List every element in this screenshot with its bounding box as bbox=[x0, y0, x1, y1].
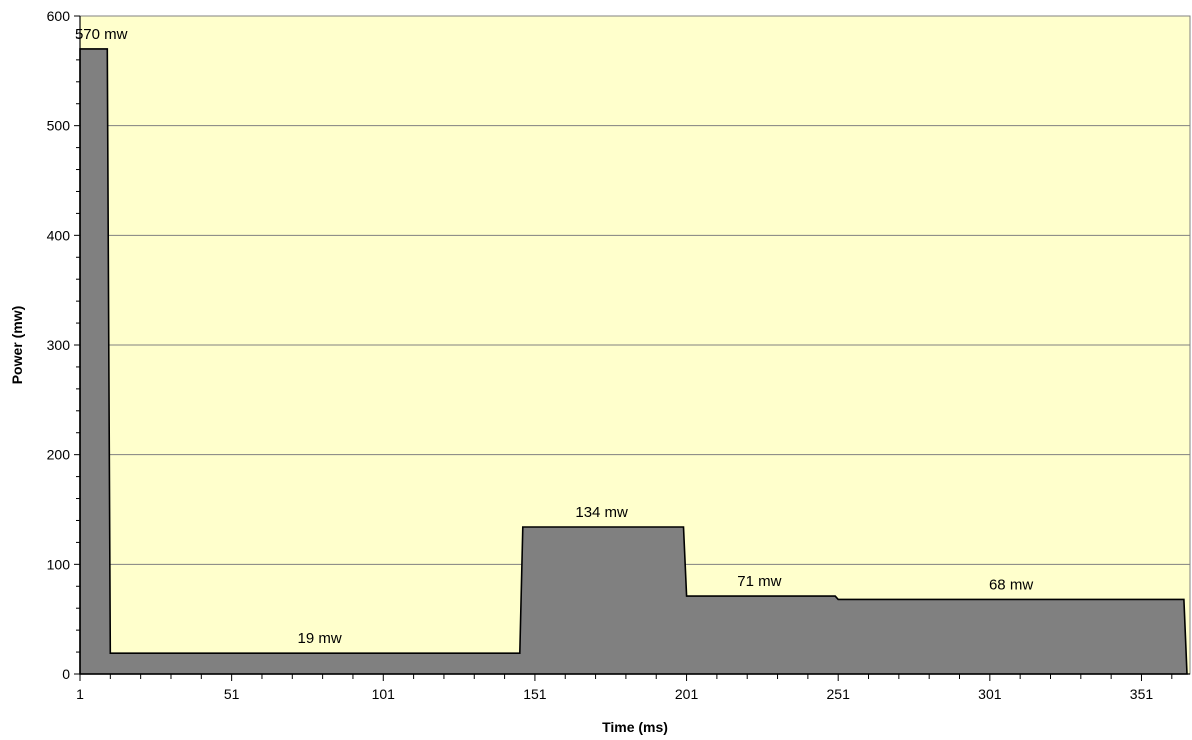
axes bbox=[74, 15, 1190, 681]
data-labels: 570 mw 19 mw 134 mw 71 mw 68 mw bbox=[75, 26, 1033, 647]
data-label-2: 134 mw bbox=[575, 504, 628, 521]
x-tick-label-151: 151 bbox=[523, 686, 547, 702]
x-tick-labels: 1 51 101 151 201 251 301 351 bbox=[76, 686, 1153, 702]
x-tick-label-101: 101 bbox=[372, 686, 396, 702]
x-tick-label-51: 51 bbox=[224, 686, 240, 702]
y-tick-label-300: 300 bbox=[47, 337, 71, 353]
data-label-0: 570 mw bbox=[75, 26, 128, 43]
y-tick-label-500: 500 bbox=[47, 118, 71, 134]
x-tick-label-251: 251 bbox=[827, 686, 851, 702]
y-tick-labels: 0 100 200 300 400 500 600 bbox=[47, 8, 71, 682]
y-tick-label-100: 100 bbox=[47, 556, 71, 572]
y-tick-label-0: 0 bbox=[62, 666, 70, 682]
y-tick-label-200: 200 bbox=[47, 447, 71, 463]
y-tick-label-400: 400 bbox=[47, 227, 71, 243]
x-axis-title: Time (ms) bbox=[602, 719, 668, 735]
gridlines bbox=[80, 15, 1190, 565]
power-area-series bbox=[79, 48, 1188, 675]
y-tick-label-600: 600 bbox=[47, 8, 71, 24]
data-label-1: 19 mw bbox=[297, 630, 341, 647]
x-tick-label-1: 1 bbox=[76, 686, 84, 702]
x-tick-label-301: 301 bbox=[978, 686, 1002, 702]
x-tick-label-201: 201 bbox=[675, 686, 699, 702]
data-label-4: 68 mw bbox=[989, 576, 1033, 593]
y-axis-title: Power (mw) bbox=[9, 306, 25, 385]
data-label-3: 71 mw bbox=[737, 573, 781, 590]
x-tick-label-351: 351 bbox=[1130, 686, 1154, 702]
